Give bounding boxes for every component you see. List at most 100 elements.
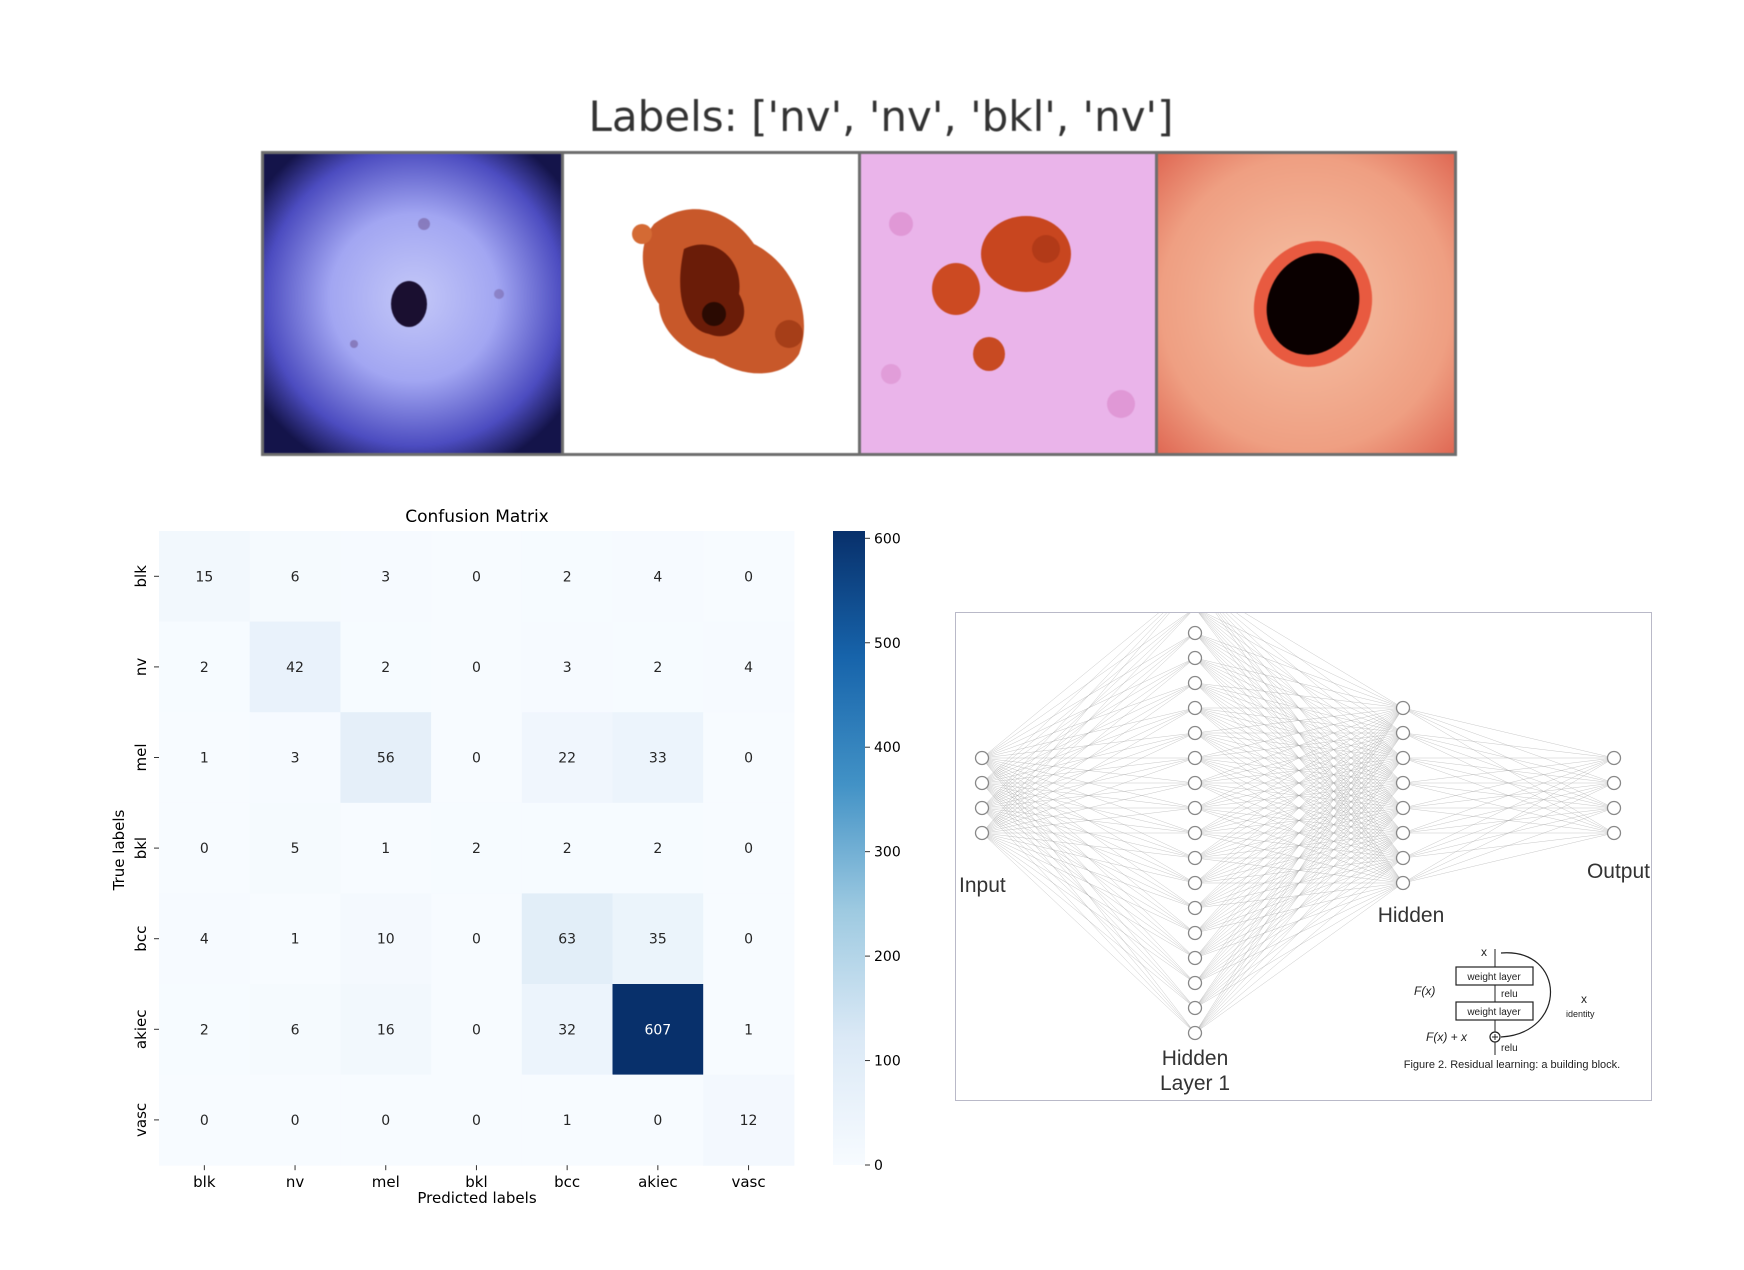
network-node xyxy=(1187,675,1203,691)
network-edge xyxy=(1194,707,1404,809)
labels-title: Labels: ['nv', 'nv', 'bkl', 'nv'] xyxy=(588,92,1174,141)
cell-value: 2 xyxy=(200,1022,209,1038)
heatmap-cell xyxy=(612,621,704,713)
network-edge xyxy=(1402,757,1615,834)
residual-weight-layer-1: weight layer xyxy=(1466,972,1521,983)
cell-value: 2 xyxy=(472,841,481,857)
cell-value: 0 xyxy=(744,932,753,948)
heatmap-cells xyxy=(159,531,795,1166)
cell-value: 22 xyxy=(558,751,576,767)
cell-value: 3 xyxy=(381,569,390,585)
cell-value: 6 xyxy=(291,569,300,585)
cell-value: 2 xyxy=(563,841,572,857)
colorbar-tick-label: 500 xyxy=(874,636,901,652)
network-edge xyxy=(981,682,1196,834)
network-node xyxy=(1395,800,1411,816)
y-tick-label: bkl xyxy=(132,837,150,859)
x-tick-labels: blk nv mel bkl bcc akiec vasc xyxy=(193,1165,766,1191)
cell-value: 2 xyxy=(200,660,209,676)
cell-value: 6 xyxy=(291,1022,300,1038)
confusion-matrix-chart: Confusion Matrix 15 6 3 0 2 4 02 42 2 0 3 2 41 3 56 0 22… xyxy=(110,507,901,1207)
heatmap-cell xyxy=(521,621,613,713)
layer-label-hidden-1: Hidden xyxy=(1162,1047,1229,1070)
network-edge xyxy=(981,782,1196,834)
sample-image-strip xyxy=(261,151,1457,456)
cell-value: 607 xyxy=(644,1022,671,1038)
heatmap-cell xyxy=(340,802,432,894)
network-edge xyxy=(1194,707,1404,1009)
network-edge xyxy=(1217,613,1404,859)
network-node xyxy=(974,825,990,841)
y-tick-label: vasc xyxy=(132,1103,150,1137)
heatmap-cell xyxy=(431,531,523,623)
cell-value: 42 xyxy=(286,660,304,676)
network-node xyxy=(1395,700,1411,716)
heatmap-cell xyxy=(159,893,251,985)
cell-value: 0 xyxy=(653,1113,662,1129)
cell-value: 4 xyxy=(200,932,209,948)
network-edge xyxy=(1402,807,1615,884)
colorbar-ticks: 0 100 200 300 400 500 600 xyxy=(865,531,901,1174)
cell-value: 12 xyxy=(740,1113,758,1129)
cell-value: 2 xyxy=(653,841,662,857)
network-node xyxy=(1187,750,1203,766)
cell-value: 33 xyxy=(649,751,667,767)
residual-fx: F(x) xyxy=(1414,984,1435,998)
network-edge xyxy=(981,832,1196,1009)
network-edge xyxy=(1194,782,1404,1034)
heatmap-cell xyxy=(703,531,795,623)
network-edge xyxy=(1194,882,1404,1034)
y-tick-label: akiec xyxy=(132,1010,150,1050)
colorbar-tick-label: 100 xyxy=(874,1054,901,1070)
y-tick-label: nv xyxy=(132,658,150,677)
colorbar-tick-label: 600 xyxy=(874,531,901,547)
heatmap-cell xyxy=(249,893,341,985)
heatmap-cell xyxy=(340,712,432,804)
heatmap-cell xyxy=(521,712,613,804)
network-node xyxy=(1606,800,1622,816)
cell-value: 1 xyxy=(291,932,300,948)
cell-value: 0 xyxy=(472,751,481,767)
x-tick-label: mel xyxy=(372,1173,400,1191)
cell-value: 1 xyxy=(563,1113,572,1129)
colorbar-tick-label: 200 xyxy=(874,949,901,965)
network-edge xyxy=(981,832,1196,984)
cell-value: 1 xyxy=(381,841,390,857)
network-edge xyxy=(981,613,1191,809)
network-edge xyxy=(981,707,1196,834)
heatmap-cell xyxy=(159,1074,251,1166)
network-node xyxy=(974,800,990,816)
heatmap-cell xyxy=(340,893,432,985)
heatmap-cell xyxy=(431,984,523,1076)
network-edge xyxy=(981,613,1164,784)
network-node xyxy=(974,775,990,791)
cell-value: 0 xyxy=(472,1113,481,1129)
heatmap-cell xyxy=(340,1074,432,1166)
colorbar-tick-label: 0 xyxy=(874,1158,883,1174)
cell-value: 5 xyxy=(291,841,300,857)
residual-block-figure: x weight layer relu weight layer relu F(… xyxy=(1404,945,1620,1071)
heatmap-cell xyxy=(159,712,251,804)
heatmap-cell xyxy=(703,802,795,894)
heatmap-cell xyxy=(703,893,795,985)
network-connections xyxy=(981,613,1615,1034)
network-edge xyxy=(981,613,1189,759)
network-node xyxy=(1395,825,1411,841)
cell-value: 0 xyxy=(472,569,481,585)
network-edge xyxy=(981,832,1196,934)
network-node xyxy=(1606,775,1622,791)
heatmap-cell xyxy=(431,621,523,713)
network-edge xyxy=(1402,707,1615,759)
heatmap-cell xyxy=(159,802,251,894)
heatmap-cell xyxy=(431,802,523,894)
x-axis-label: Predicted labels xyxy=(417,1189,536,1207)
cell-value: 1 xyxy=(200,751,209,767)
heatmap-cell xyxy=(249,621,341,713)
cell-value: 4 xyxy=(653,569,662,585)
cell-value: 0 xyxy=(381,1113,390,1129)
heatmap-cell xyxy=(249,984,341,1076)
heatmap-cell xyxy=(431,893,523,985)
network-node xyxy=(1187,700,1203,716)
network-node xyxy=(1395,775,1411,791)
cell-value: 15 xyxy=(195,569,213,585)
